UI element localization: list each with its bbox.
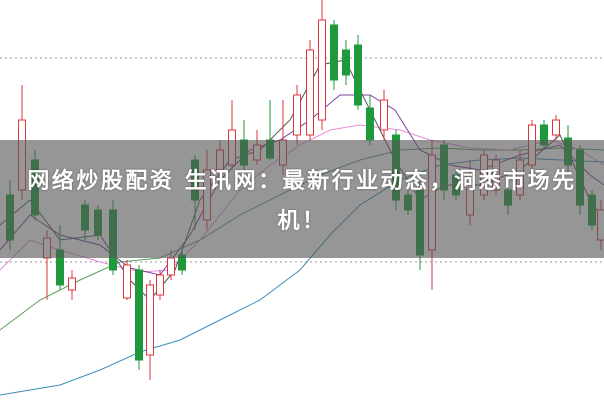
title-band xyxy=(0,140,604,258)
candle-body xyxy=(306,49,314,136)
candle-body xyxy=(123,264,131,299)
candle-body xyxy=(68,277,76,291)
banner-title: 网络炒股配资 生讯网：最新行业动态，洞悉市场先机！ xyxy=(27,169,577,234)
candle-body xyxy=(146,284,154,356)
candle-body xyxy=(380,99,388,131)
candle-body xyxy=(330,24,338,81)
candle-body xyxy=(293,94,301,136)
candle-body xyxy=(167,257,175,276)
candle-body xyxy=(366,107,374,141)
candle-body xyxy=(318,19,326,121)
candle-body xyxy=(156,274,164,296)
candle-body xyxy=(354,44,362,106)
candle-body xyxy=(135,269,143,361)
candle-body xyxy=(552,119,560,136)
candle-body xyxy=(342,49,350,76)
